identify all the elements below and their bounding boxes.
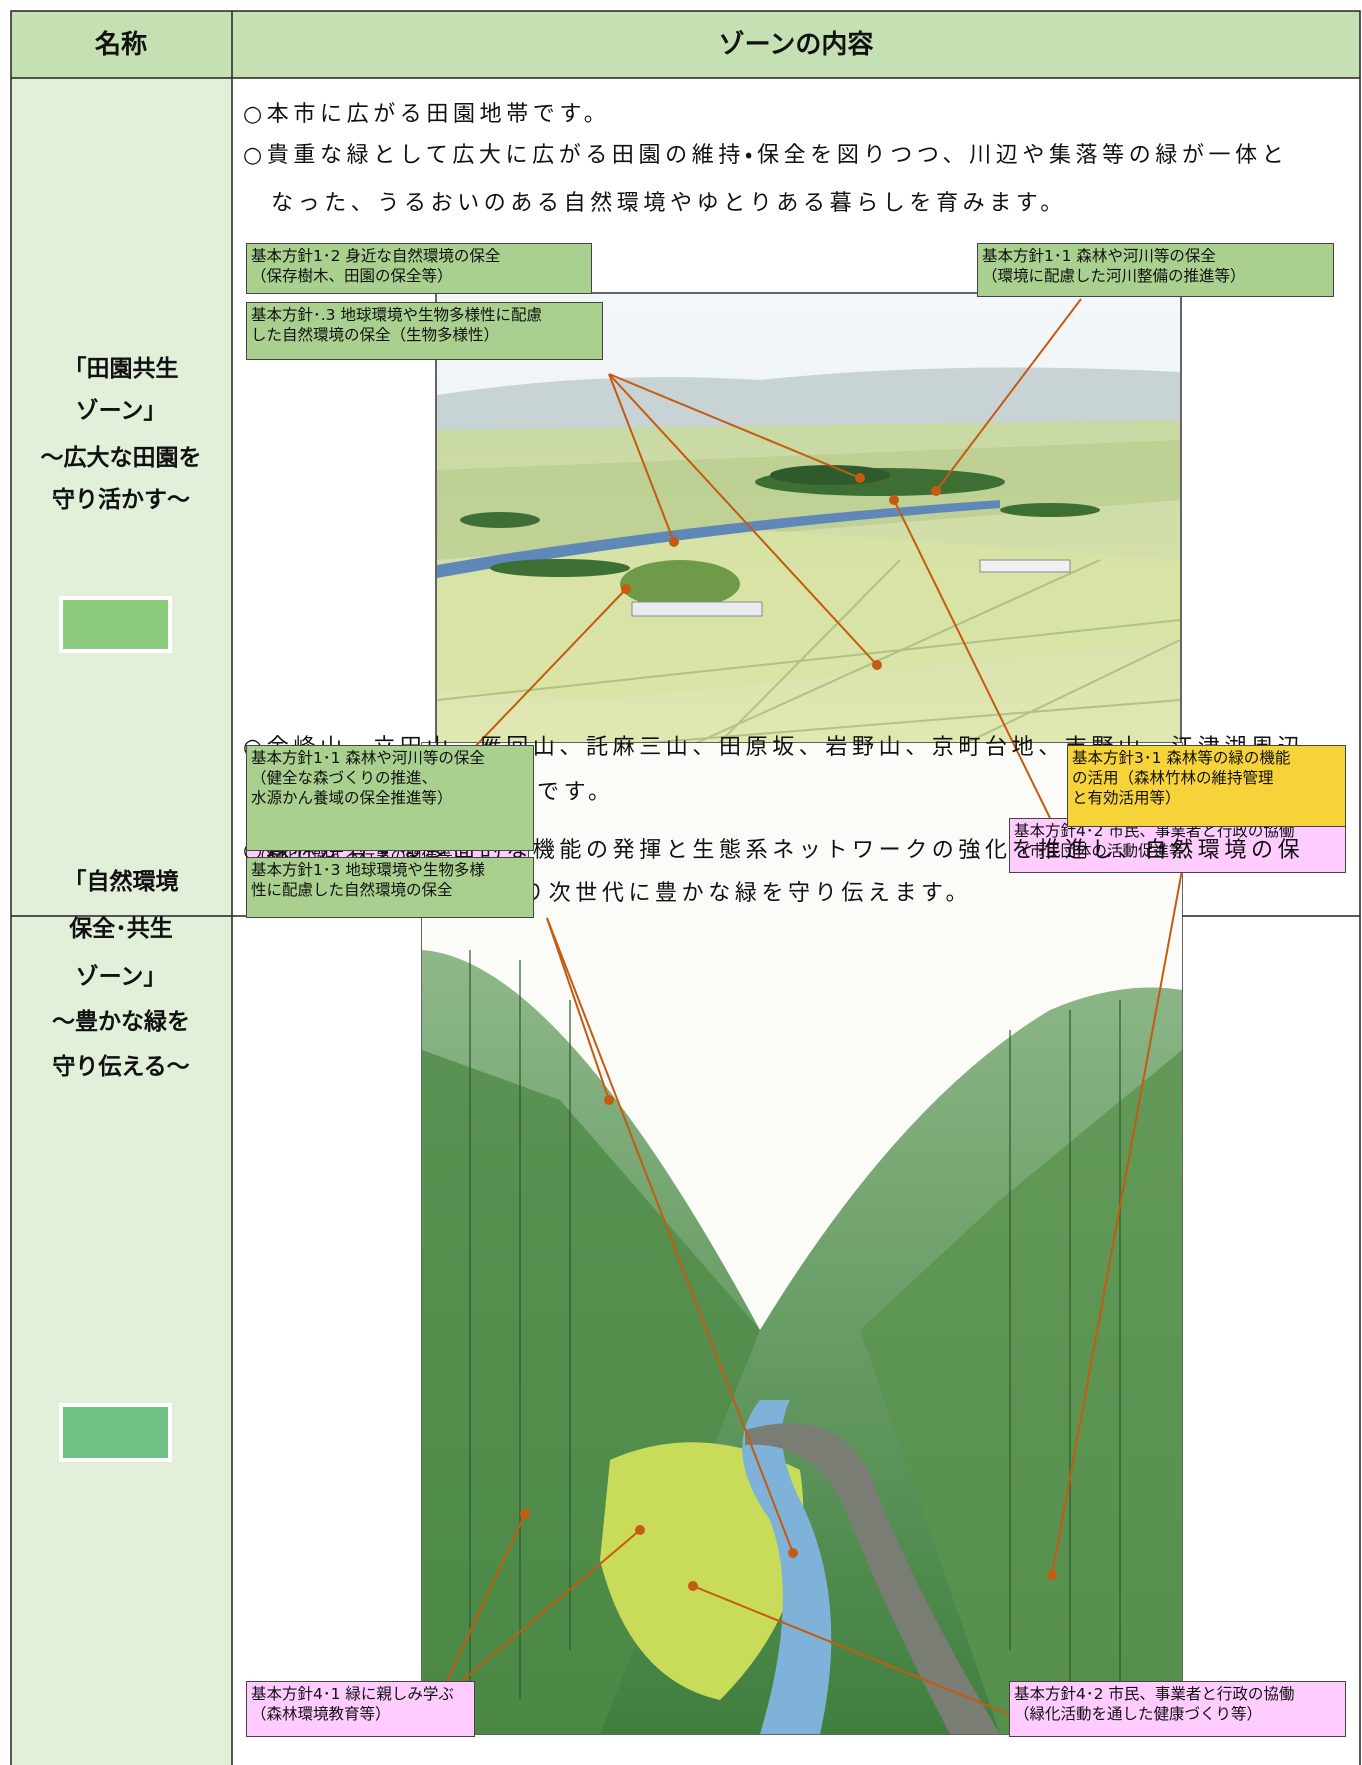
zone-name: ゾーン」 [75, 964, 167, 990]
callout: 基本方針1･1 森林や河川等の保全 （健全な森づくりの推進、 水源かん養域の保全推進… [246, 745, 534, 851]
header-bg [11, 11, 1360, 78]
zone-name: 保全･共生 [69, 916, 173, 942]
name-column-bg [11, 78, 232, 1765]
zone-name: ～豊かな緑を [52, 1009, 190, 1035]
callout-line: 基本方針1･1 森林や河川等の保全 [251, 749, 485, 767]
callout-arrows [401, 298, 1191, 1716]
zone-swatch [59, 596, 172, 653]
callout: 基本方針1･1 森林や河川等の保全 （環境に配慮した河川整備の推進等） [977, 243, 1334, 297]
zone-name: ～広大な田園を [40, 445, 202, 471]
callout-line: （環境に配慮した河川整備の推進等） [982, 267, 1246, 285]
callout-line: 基本方針4･2 市民、事業者と行政の協働 [1014, 1685, 1295, 1703]
callout: 基本方針1･3 地球環境や生物多様 性に配慮した自然環境の保全 [246, 857, 534, 918]
callout-line: と有効活用等） [1072, 789, 1181, 807]
zone-name: 「自然環境 [63, 869, 179, 895]
callout-line: 基本方針4･1 緑に親しみ学ぶ [251, 1685, 454, 1703]
zone-name: 守り伝える～ [52, 1054, 190, 1080]
zone-name: 守り活かす～ [52, 487, 190, 513]
callout-line: （森林環境教育等） [251, 1705, 391, 1723]
callout-line: した自然環境の保全（生物多様性） [251, 326, 500, 344]
callout-line: 水源かん養域の保全推進等） [251, 789, 453, 807]
callout: 基本方針4･2 市民、事業者と行政の協働 （緑化活動を通した健康づくり等） [1009, 1681, 1346, 1737]
callout-line: 基本方針･.3 地球環境や生物多様性に配慮 [251, 306, 542, 324]
callout-line: （保存樹木、田園の保全等） [251, 267, 453, 285]
callout-line: 基本方針1･2 身近な自然環境の保全 [251, 247, 501, 265]
zone-name: ゾーン」 [75, 398, 167, 424]
callout-line: （健全な森づくりの推進、 [251, 769, 438, 787]
callout-line: 基本方針1･3 地球環境や生物多様 [251, 861, 485, 879]
callout: 基本方針3･1 森林等の緑の機能 の活用（森林竹林の維持管理 と有効活用等） [1067, 745, 1346, 827]
header-content: ゾーンの内容 [718, 30, 874, 60]
header-name: 名称 [94, 30, 148, 60]
description-line: なった、うるおいのある自然環境やゆとりある暮らしを育みます。 [271, 191, 1067, 216]
callout-line: （市民団体の活動促進等） [1014, 842, 1201, 860]
callout-line: 性に配慮した自然環境の保全 [251, 881, 453, 899]
callout: 基本方針･.3 地球環境や生物多様性に配慮 した自然環境の保全（生物多様性） [246, 302, 603, 360]
callout-line: 基本方針3･1 森林等の緑の機能 [1072, 749, 1291, 767]
callout: 基本方針1･2 身近な自然環境の保全 （保存樹木、田園の保全等） [246, 243, 592, 294]
callout-line: （緑化活動を通した健康づくり等） [1014, 1705, 1263, 1723]
zone-swatch [59, 1403, 172, 1462]
description-line: ○本市に広がる田園地帯です。 [243, 102, 611, 127]
callout: 基本方針4･1 緑に親しみ学ぶ （森林環境教育等） [246, 1681, 475, 1737]
description-line: ○貴重な緑として広大に広がる田園の維持・保全を図りつつ、川辺や集落等の緑が一体と [243, 143, 1289, 168]
zone-name: 「田園共生 [63, 356, 179, 382]
callout-line: 基本方針1･1 森林や河川等の保全 [982, 247, 1216, 265]
callout-line: の活用（森林竹林の維持管理 [1072, 769, 1274, 787]
illustration-forest [421, 742, 1183, 1735]
